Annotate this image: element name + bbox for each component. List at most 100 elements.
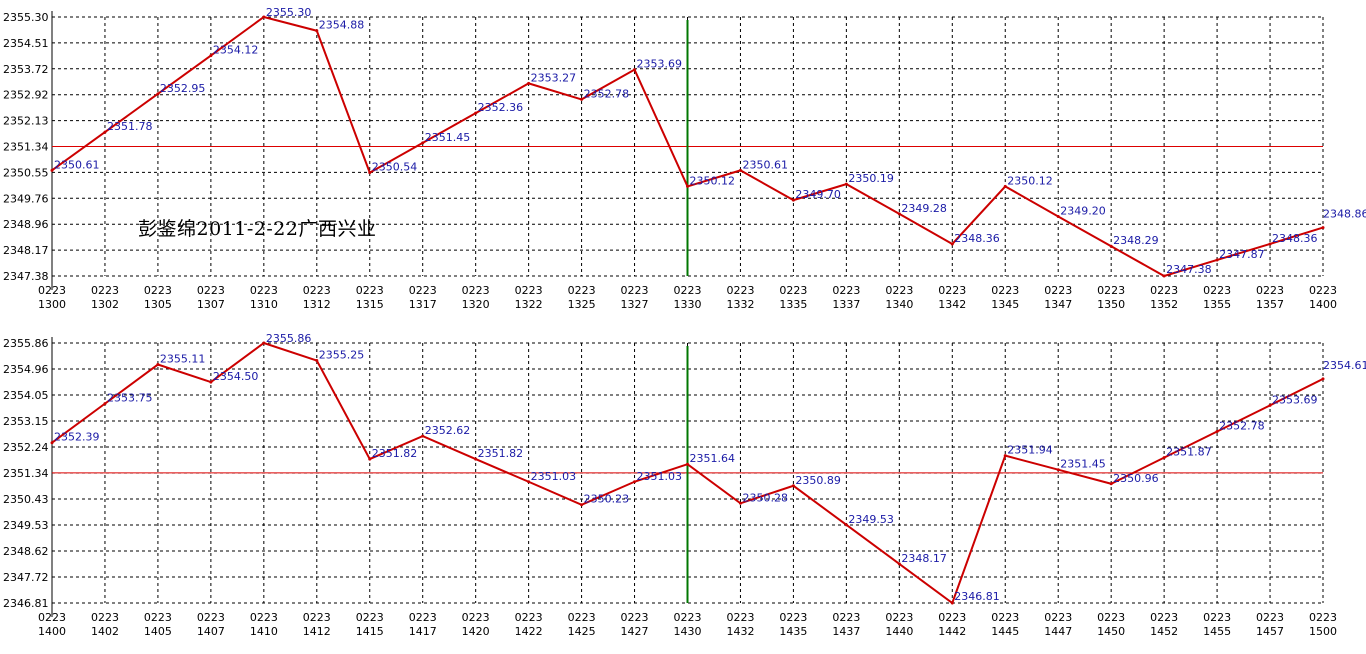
data-point xyxy=(156,363,160,367)
data-point xyxy=(368,171,372,175)
x-tick-label-time: 1340 xyxy=(885,298,913,311)
data-point xyxy=(686,462,689,466)
x-tick-label-time: 1325 xyxy=(568,298,596,311)
x-tick-label-date: 0223 xyxy=(1150,611,1178,624)
y-tick-label: 2352.13 xyxy=(3,115,49,128)
data-point xyxy=(103,130,107,134)
data-label: 2350.89 xyxy=(795,474,841,487)
data-label: 2350.12 xyxy=(1007,174,1053,187)
data-point xyxy=(315,359,319,363)
data-point xyxy=(1215,429,1219,433)
data-point xyxy=(1215,258,1219,262)
data-point xyxy=(844,182,848,186)
x-tick-label-time: 1322 xyxy=(515,298,543,311)
data-point xyxy=(1268,242,1272,246)
x-tick-label-time: 1450 xyxy=(1097,625,1125,638)
data-point xyxy=(421,141,425,145)
x-tick-label-date: 0223 xyxy=(144,611,172,624)
x-tick-label-date: 0223 xyxy=(1203,611,1231,624)
data-point xyxy=(791,198,795,202)
x-tick-label-time: 1317 xyxy=(409,298,437,311)
data-point xyxy=(633,480,637,484)
data-label: 2354.61 xyxy=(1323,359,1366,372)
x-tick-label-date: 0223 xyxy=(1309,284,1337,297)
data-label: 2352.95 xyxy=(160,82,206,95)
y-tick-label: 2348.96 xyxy=(3,218,49,231)
x-tick-label-date: 0223 xyxy=(779,611,807,624)
x-tick-label-time: 1417 xyxy=(409,625,437,638)
data-label: 2350.19 xyxy=(848,172,894,185)
data-label: 2347.38 xyxy=(1166,263,1212,276)
x-tick-label-time: 1332 xyxy=(726,298,754,311)
x-tick-label-date: 0223 xyxy=(1256,284,1284,297)
data-point xyxy=(580,97,584,101)
x-tick-label-date: 0223 xyxy=(1256,611,1284,624)
x-tick-label-time: 1320 xyxy=(462,298,490,311)
data-label: 2351.78 xyxy=(107,120,153,133)
data-label: 2355.11 xyxy=(160,353,206,366)
x-tick-label-time: 1440 xyxy=(885,625,913,638)
x-tick-label-time: 1407 xyxy=(197,625,225,638)
data-label: 2352.62 xyxy=(425,424,471,437)
data-label: 2348.17 xyxy=(901,552,947,565)
x-tick-label-time: 1405 xyxy=(144,625,172,638)
data-point xyxy=(1109,244,1113,248)
data-label: 2351.03 xyxy=(637,470,683,483)
data-label: 2349.53 xyxy=(848,513,894,526)
data-label: 2349.20 xyxy=(1060,204,1106,217)
y-tick-label: 2353.15 xyxy=(3,415,49,428)
x-tick-label-time: 1432 xyxy=(726,625,754,638)
data-point xyxy=(156,92,160,96)
y-tick-label: 2355.86 xyxy=(3,337,49,350)
x-tick-label-date: 0223 xyxy=(462,611,490,624)
x-tick-label-time: 1425 xyxy=(568,625,596,638)
x-tick-label-time: 1412 xyxy=(303,625,331,638)
data-label: 2351.45 xyxy=(1060,458,1106,471)
x-tick-label-date: 0223 xyxy=(1309,611,1337,624)
data-label: 2350.61 xyxy=(742,158,788,171)
data-label: 2352.78 xyxy=(584,87,630,100)
x-tick-label-time: 1415 xyxy=(356,625,384,638)
data-label: 2350.54 xyxy=(372,161,418,174)
x-tick-label-date: 0223 xyxy=(1044,284,1072,297)
x-tick-label-date: 0223 xyxy=(250,611,278,624)
data-point xyxy=(262,341,266,345)
x-tick-label-date: 0223 xyxy=(832,284,860,297)
data-point xyxy=(262,15,266,19)
y-tick-label: 2347.38 xyxy=(3,270,49,283)
data-point xyxy=(950,242,954,246)
x-tick-label-time: 1357 xyxy=(1256,298,1284,311)
x-tick-label-time: 1447 xyxy=(1044,625,1072,638)
x-tick-label-time: 1330 xyxy=(674,298,702,311)
data-point xyxy=(791,484,795,488)
data-label: 2348.86 xyxy=(1323,208,1366,221)
x-tick-label-time: 1355 xyxy=(1203,298,1231,311)
x-tick-label-time: 1327 xyxy=(621,298,649,311)
data-label: 2354.50 xyxy=(213,370,259,383)
x-tick-label-time: 1400 xyxy=(38,625,66,638)
x-tick-label-date: 0223 xyxy=(568,611,596,624)
data-label: 2350.61 xyxy=(54,158,100,171)
data-point xyxy=(1162,274,1166,278)
data-point xyxy=(897,562,901,566)
data-label: 2353.69 xyxy=(637,58,683,71)
x-tick-label-date: 0223 xyxy=(621,284,649,297)
x-tick-label-time: 1307 xyxy=(197,298,225,311)
x-tick-label-time: 1400 xyxy=(1309,298,1337,311)
x-tick-label-date: 0223 xyxy=(938,284,966,297)
x-tick-label-date: 0223 xyxy=(1203,284,1231,297)
data-label: 2352.78 xyxy=(1219,419,1265,432)
x-tick-label-date: 0223 xyxy=(91,284,119,297)
y-tick-label: 2348.62 xyxy=(3,545,49,558)
x-tick-label-time: 1305 xyxy=(144,298,172,311)
data-label: 2353.75 xyxy=(107,392,153,405)
data-point xyxy=(527,480,531,484)
data-label: 2349.28 xyxy=(901,202,947,215)
x-tick-label-time: 1410 xyxy=(250,625,278,638)
x-tick-label-date: 0223 xyxy=(832,611,860,624)
data-point xyxy=(1056,214,1060,218)
data-label: 2352.39 xyxy=(54,431,100,444)
data-label: 2354.12 xyxy=(213,44,259,57)
x-tick-label-time: 1347 xyxy=(1044,298,1072,311)
data-point xyxy=(527,81,531,85)
